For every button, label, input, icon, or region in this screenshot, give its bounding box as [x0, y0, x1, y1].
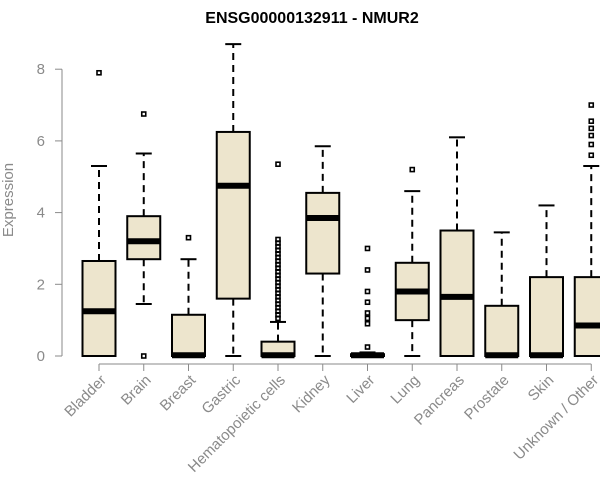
outlier-point [364, 320, 371, 327]
x-tick-label: Prostate [461, 372, 513, 424]
x-tick-label: Kidney [289, 371, 334, 416]
iqr-box [215, 130, 251, 300]
outlier-point [588, 118, 595, 124]
y-tick-label: 4 [37, 205, 45, 222]
x-tick-label: Brain [118, 372, 155, 409]
iqr-box [484, 304, 520, 357]
outlier-point [275, 315, 281, 322]
box-1 [126, 111, 162, 359]
box-9 [484, 231, 520, 359]
outlier-point [140, 111, 147, 117]
outlier-point [140, 353, 147, 359]
iqr-box [305, 191, 341, 275]
outlier-point [275, 161, 281, 168]
iqr-box [573, 276, 600, 358]
box-7 [394, 166, 430, 357]
box-6 [350, 245, 385, 359]
y-tick-label: 8 [37, 61, 45, 78]
outlier-point [588, 152, 595, 159]
outlier-point [364, 288, 371, 295]
box-11 [573, 102, 600, 358]
y-axis: 0 2 4 6 8 [37, 61, 63, 365]
box-0 [81, 69, 117, 357]
outlier-point [364, 310, 371, 316]
x-tick-label: Breast [157, 371, 200, 414]
y-tick-label: 0 [37, 348, 45, 365]
outlier-point [409, 166, 416, 173]
x-tick-label: Skin [525, 372, 558, 405]
outlier-point [364, 299, 371, 306]
box-4 [260, 161, 296, 359]
iqr-box [126, 215, 162, 261]
chart-title: ENSG00000132911 - NMUR2 [205, 10, 419, 27]
box-10 [529, 204, 564, 359]
box-3 [215, 43, 251, 357]
x-tick-label: Liver [343, 372, 378, 407]
iqr-box [529, 276, 564, 358]
outlier-point [364, 315, 371, 322]
outlier-point [588, 141, 595, 148]
outlier-point [588, 132, 595, 139]
y-axis-label: Expression [0, 163, 17, 237]
y-tick-label: 2 [37, 276, 45, 293]
iqr-box [171, 313, 206, 357]
box-5 [305, 145, 341, 357]
box-8 [439, 136, 475, 357]
outlier-point [364, 344, 371, 350]
outlier-point [185, 234, 192, 241]
y-tick-label: 6 [37, 133, 45, 150]
iqr-box [439, 229, 475, 357]
outlier-point [588, 125, 595, 132]
outlier-point [588, 102, 595, 108]
outlier-point [96, 69, 102, 76]
x-tick-label: Bladder [61, 372, 110, 421]
outlier-point [364, 245, 371, 252]
x-tick-label: Lung [387, 372, 423, 408]
outlier-point [364, 267, 371, 273]
plot-area [81, 43, 600, 359]
box-2 [171, 234, 206, 359]
